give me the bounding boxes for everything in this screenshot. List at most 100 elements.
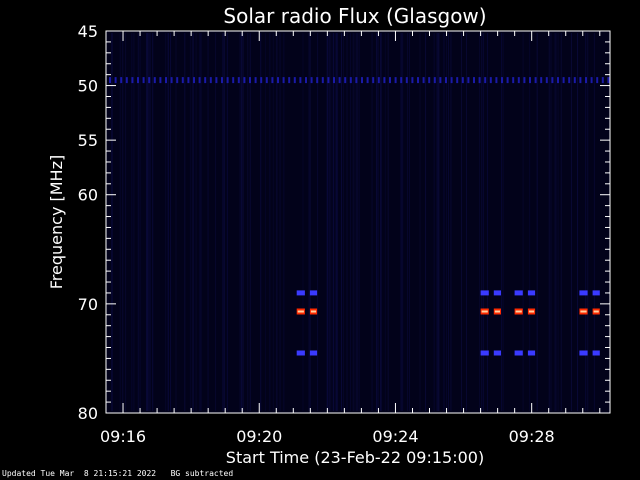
- band-mark: [159, 77, 162, 84]
- burst-mark: [480, 290, 489, 296]
- band-mark: [573, 77, 576, 84]
- band-mark: [545, 77, 548, 84]
- band-mark: [428, 77, 431, 84]
- burst-peak-mark: [580, 310, 587, 313]
- band-mark: [405, 77, 408, 84]
- band-mark: [529, 77, 531, 84]
- band-mark: [349, 77, 352, 84]
- band-mark: [321, 77, 324, 84]
- band-mark: [467, 77, 470, 84]
- band-mark: [260, 77, 263, 84]
- y-tick-label: 80: [78, 404, 98, 423]
- band-mark: [165, 77, 167, 84]
- band-mark: [282, 77, 285, 84]
- burst-peak-mark: [593, 310, 599, 313]
- band-mark: [361, 77, 363, 84]
- band-mark: [439, 77, 442, 84]
- burst-peak-mark: [297, 310, 304, 313]
- band-mark: [551, 77, 554, 84]
- band-mark: [450, 77, 453, 84]
- burst-mark: [579, 350, 588, 356]
- burst-mark: [592, 290, 600, 296]
- band-mark: [305, 77, 307, 84]
- chart-title: Solar radio Flux (Glasgow): [223, 4, 486, 28]
- y-axis-label: Frequency [MHz]: [47, 155, 66, 289]
- burst-mark: [493, 350, 501, 356]
- band-mark: [422, 77, 425, 84]
- band-mark: [495, 77, 498, 84]
- band-mark: [461, 77, 464, 84]
- update-status: Updated Tue Mar 8 21:15:21 2022 BG subtr…: [2, 469, 233, 478]
- band-mark: [506, 77, 509, 84]
- band-mark: [109, 77, 111, 84]
- x-axis: 09:16 09:20 09:24 09:28: [100, 31, 601, 446]
- band-mark: [540, 77, 543, 84]
- band-mark: [389, 77, 391, 84]
- y-tick-label: 55: [78, 131, 98, 150]
- band-mark: [316, 77, 319, 84]
- band-mark: [193, 77, 195, 84]
- band-mark: [394, 77, 397, 84]
- burst-mark: [296, 290, 305, 296]
- band-mark: [355, 77, 358, 84]
- band-mark: [590, 77, 593, 84]
- band-mark: [534, 77, 537, 84]
- band-mark: [377, 77, 380, 84]
- y-tick-label: 70: [78, 295, 98, 314]
- burst-mark: [309, 290, 318, 296]
- x-tick-label: 09:28: [509, 427, 555, 446]
- band-mark: [568, 77, 571, 84]
- band-mark: [209, 77, 212, 84]
- updated-timestamp: Updated Tue Mar 8 21:15:21 2022: [2, 469, 157, 478]
- band-mark: [249, 77, 251, 84]
- band-mark: [366, 77, 369, 84]
- bg-subtracted-note: BG subtracted: [170, 469, 234, 478]
- band-mark: [299, 77, 302, 84]
- burst-peak-mark: [481, 310, 488, 313]
- band-mark: [204, 77, 207, 84]
- band-mark: [417, 77, 419, 84]
- band-mark: [473, 77, 475, 84]
- burst-mark: [309, 350, 318, 356]
- band-mark: [579, 77, 582, 84]
- band-mark: [557, 77, 559, 84]
- x-tick-label: 09:16: [100, 427, 146, 446]
- x-axis-label: Start Time (23-Feb-22 09:15:00): [226, 448, 484, 467]
- band-mark: [344, 77, 347, 84]
- band-mark: [310, 77, 313, 84]
- band-mark: [226, 77, 229, 84]
- burst-mark: [296, 350, 305, 356]
- band-mark: [176, 77, 179, 84]
- band-mark: [383, 77, 386, 84]
- burst-peak-mark: [494, 310, 500, 313]
- burst-mark: [514, 290, 523, 296]
- burst-peak-mark: [528, 310, 535, 313]
- band-mark: [293, 77, 296, 84]
- band-mark: [243, 77, 246, 84]
- band-mark: [484, 77, 487, 84]
- background-noise: [111, 33, 595, 411]
- band-mark: [512, 77, 515, 84]
- y-tick-label: 50: [78, 77, 98, 96]
- band-mark: [142, 77, 145, 84]
- band-mark: [153, 77, 156, 84]
- band-mark: [237, 77, 240, 84]
- band-mark: [114, 77, 117, 84]
- band-mark: [131, 77, 134, 84]
- band-mark: [327, 77, 330, 84]
- band-mark: [254, 77, 257, 84]
- burst-mark: [527, 350, 536, 356]
- band-mark: [120, 77, 123, 84]
- burst-mark: [579, 290, 588, 296]
- band-mark: [501, 77, 503, 84]
- band-mark: [562, 77, 565, 84]
- burst-mark: [527, 290, 536, 296]
- band-mark: [433, 77, 436, 84]
- band-mark: [232, 77, 235, 84]
- spectral-features: [109, 77, 610, 356]
- band-mark: [445, 77, 447, 84]
- band-mark: [372, 77, 375, 84]
- band-mark: [523, 77, 526, 84]
- band-mark: [137, 77, 139, 84]
